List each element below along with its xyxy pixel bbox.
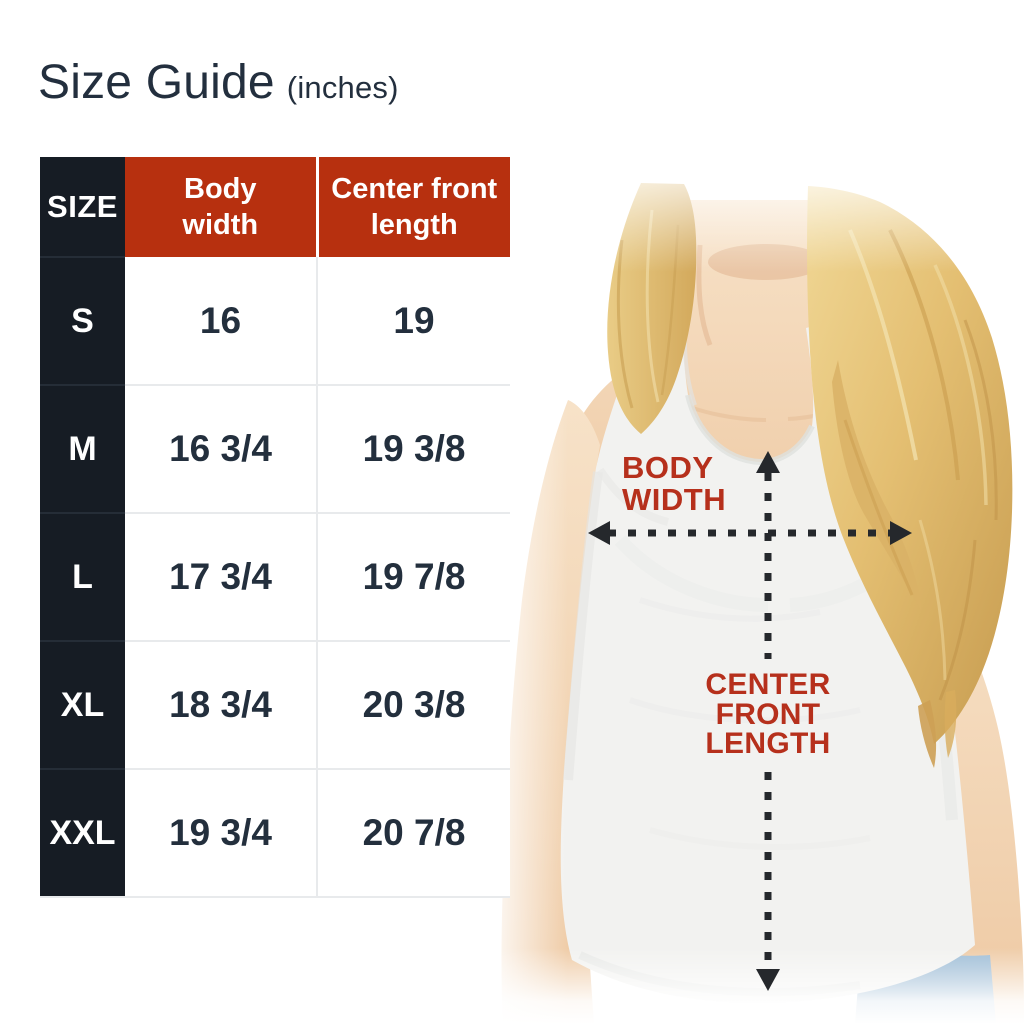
size-cell: M xyxy=(40,384,125,513)
hair-tip xyxy=(918,700,937,768)
center-front-length-label-line: FRONT xyxy=(715,697,821,731)
center-front-length-cell: 19 xyxy=(316,257,510,385)
size-table-header: SIZE Body width Center front length xyxy=(40,157,510,257)
hair-right-mass xyxy=(807,186,1013,744)
table-row: M 16 3/4 19 3/8 xyxy=(40,384,510,513)
size-table: SIZE Body width Center front length S 16 1… xyxy=(40,157,510,898)
body-width-label-line: WIDTH xyxy=(622,482,727,517)
size-cell: L xyxy=(40,512,125,641)
center-front-length-cell: 20 7/8 xyxy=(316,768,510,898)
body-width-label-line: BODY xyxy=(622,450,714,485)
size-cell: XXL xyxy=(40,768,125,898)
page-title-unit: (inches) xyxy=(286,70,399,105)
page-title-text: Size Guide xyxy=(38,56,275,109)
center-front-length-label: CENTER FRONT LENGTH xyxy=(648,670,888,759)
photo-bottom-fade xyxy=(0,948,1024,1024)
page-title: Size Guide (inches) xyxy=(38,55,399,110)
table-row: XL 18 3/4 20 3/8 xyxy=(40,640,510,769)
table-row: L 17 3/4 19 7/8 xyxy=(40,512,510,641)
center-front-length-cell: 19 7/8 xyxy=(316,512,510,641)
center-front-length-label-line: CENTER xyxy=(705,668,831,701)
body-width-cell: 16 3/4 xyxy=(125,384,317,513)
center-front-length-label-line: LENGTH xyxy=(705,727,831,760)
body-width-cell: 18 3/4 xyxy=(125,640,317,769)
table-row: XXL 19 3/4 20 7/8 xyxy=(40,768,510,898)
body-width-label: BODY WIDTH xyxy=(622,452,726,516)
body-width-cell: 16 xyxy=(125,257,317,385)
size-cell: S xyxy=(40,256,125,385)
body-width-cell: 17 3/4 xyxy=(125,512,317,641)
hair-right-inner-strand xyxy=(832,360,922,612)
column-header-body-width: Body width xyxy=(125,157,317,257)
hair-tip xyxy=(944,690,957,758)
column-header-center-front-length: Center front length xyxy=(315,157,510,257)
table-row: S 16 19 xyxy=(40,256,510,385)
size-cell: XL xyxy=(40,640,125,769)
center-front-length-cell: 20 3/8 xyxy=(316,640,510,769)
body-width-cell: 19 3/4 xyxy=(125,768,317,898)
size-table-body: S 16 19 M 16 3/4 19 3/8 L 17 3/4 19 7/8 XL 18 3/4 2… xyxy=(40,256,510,898)
column-header-size: SIZE xyxy=(40,157,125,257)
center-front-length-cell: 19 3/8 xyxy=(316,384,510,513)
